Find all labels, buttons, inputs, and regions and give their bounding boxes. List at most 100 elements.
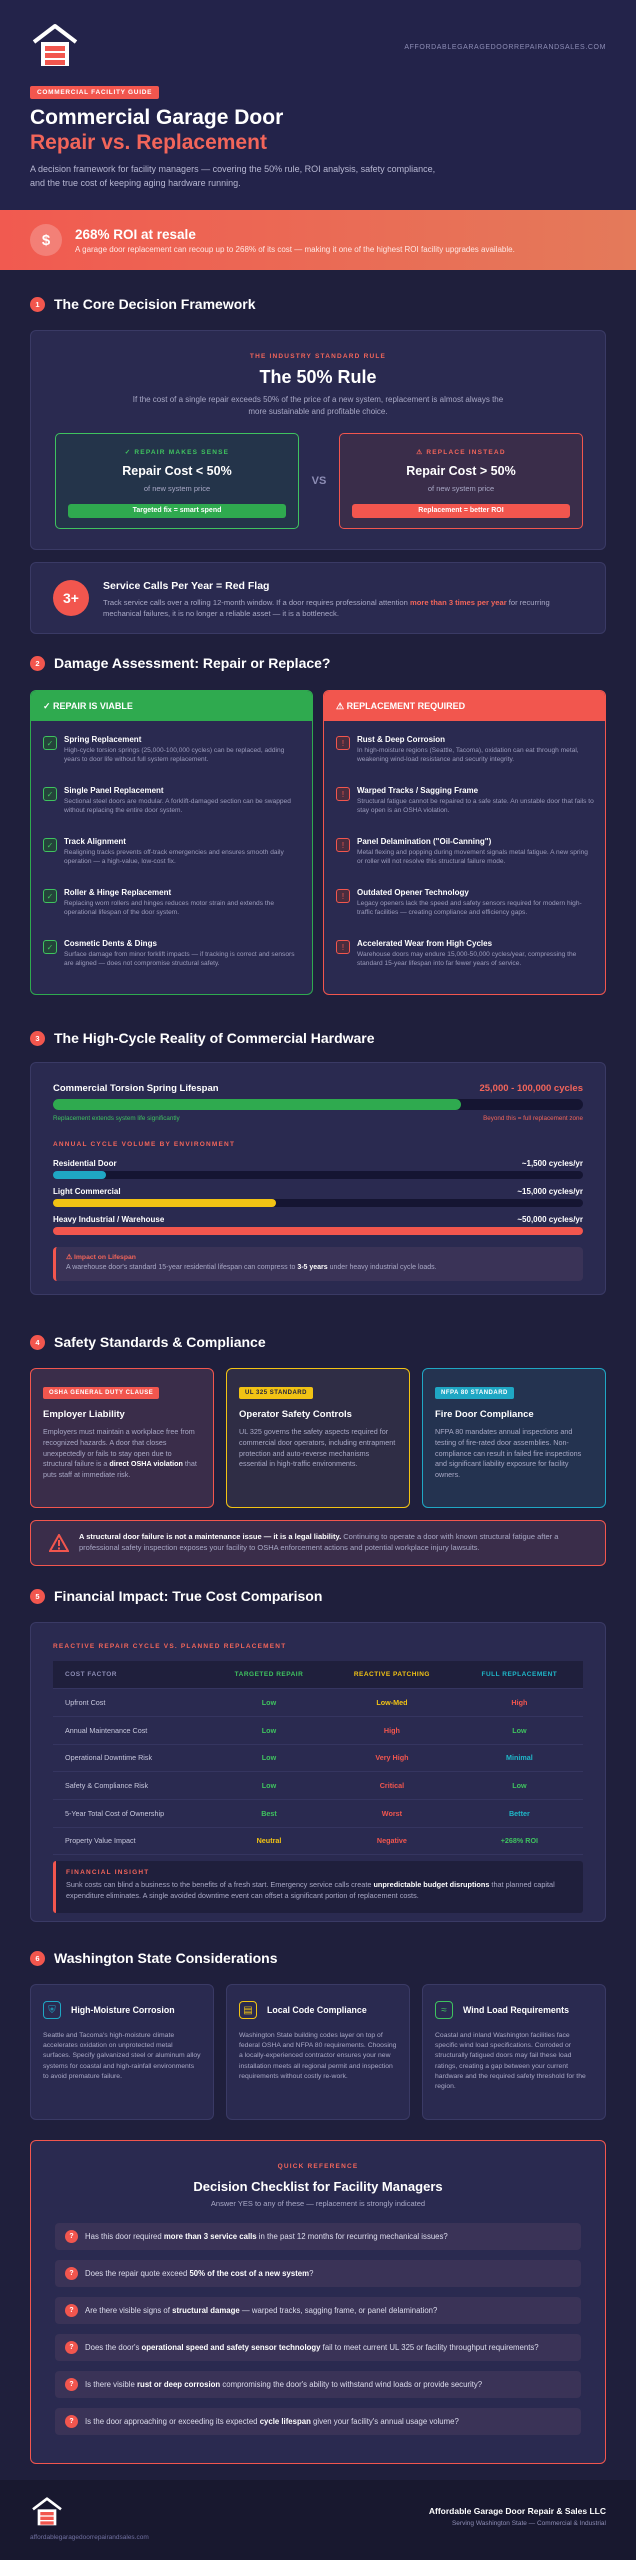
column-header: FULL REPLACEMENT: [455, 1661, 583, 1690]
item-title: Panel Delamination ("Oil-Canning"): [357, 837, 492, 846]
table-row: Upfront Cost Low Low-Med High: [53, 1688, 583, 1717]
table-cell: Low: [209, 1688, 329, 1717]
repair-threshold: Repair Cost < 50%: [122, 464, 232, 478]
table-cell: Critical: [328, 1771, 456, 1800]
washington-card-text: Washington State building codes layer on…: [239, 2032, 397, 2080]
table-cell: Best: [209, 1799, 329, 1828]
standard-tag: OSHA GENERAL DUTY CLAUSE: [43, 1387, 160, 1399]
table-cell: Low: [209, 1771, 329, 1800]
assessment-item: ! Outdated Opener Technology Legacy opener…: [336, 888, 595, 917]
table-cell: Low-Med: [328, 1688, 456, 1717]
dollar-icon: $: [30, 224, 62, 256]
roi-title: 268% ROI at resale: [75, 226, 196, 242]
standard-tag: NFPA 80 STANDARD: [435, 1387, 514, 1399]
check-icon: ✓: [43, 787, 57, 801]
liability-warning: A structural door failure is not a maint…: [30, 1520, 606, 1566]
checklist-question: Does the repair quote exceed 50% of the …: [85, 2269, 314, 2278]
question-icon: ?: [65, 2415, 78, 2428]
volume-value: ~1,500 cycles/yr: [521, 1159, 583, 1168]
alert-icon: !: [336, 787, 350, 801]
checklist-item: ? Is the door approaching or exceeding it…: [55, 2408, 581, 2435]
checklist-item: ? Are there visible signs of structural d…: [55, 2297, 581, 2324]
section-5-heading: 5 Financial Impact: True Cost Comparison: [30, 1588, 322, 1604]
rule-desc: If the cost of a single repair exceeds 5…: [132, 395, 504, 416]
section-6-heading: 6 Washington State Considerations: [30, 1950, 278, 1966]
footer-tagline: Serving Washington State — Commercial & …: [451, 2520, 606, 2527]
section-title: Financial Impact: True Cost Comparison: [54, 1588, 323, 1604]
check-icon: ✓: [43, 889, 57, 903]
page-title: Commercial Garage Door: [30, 106, 284, 129]
item-title: Outdated Opener Technology: [357, 888, 469, 897]
impact-kicker: ⚠ Impact on Lifespan: [66, 1254, 136, 1261]
question-icon: ?: [65, 2341, 78, 2354]
section-number: 4: [30, 1334, 45, 1350]
check-icon: ✓: [43, 736, 57, 750]
roi-banner: $ 268% ROI at resale A garage door repla…: [0, 210, 636, 270]
insight-kicker: FINANCIAL INSIGHT: [66, 1869, 150, 1876]
section-title: The Core Decision Framework: [54, 296, 256, 312]
spring-lifespan-label: Commercial Torsion Spring Lifespan: [53, 1083, 219, 1094]
section-number: 1: [30, 296, 45, 312]
checklist-item: ? Has this door required more than 3 serv…: [55, 2223, 581, 2250]
decision-checklist: QUICK REFERENCE Decision Checklist for F…: [30, 2140, 606, 2464]
service-calls-card: 3+ Service Calls Per Year = Red Flag Tra…: [30, 562, 606, 634]
safety-card: OSHA GENERAL DUTY CLAUSE Employer Liabili…: [30, 1368, 214, 1508]
volume-label: Light Commercial: [53, 1187, 121, 1196]
volume-value: ~15,000 cycles/yr: [517, 1187, 583, 1196]
checklist-sub: Answer YES to any of these — replacement…: [210, 2199, 426, 2208]
page-header: AFFORDABLEGARAGEDOORREPAIRANDSALES.COM C…: [0, 0, 636, 210]
item-title: Warped Tracks / Sagging Frame: [357, 786, 479, 795]
item-title: Rust & Deep Corrosion: [357, 735, 446, 744]
service-calls-title: Service Calls Per Year = Red Flag: [103, 580, 270, 592]
cost-comparison-card: REACTIVE REPAIR CYCLE VS. PLANNED REPLAC…: [30, 1622, 606, 1922]
table-row: Safety & Compliance Risk Low Critical Low: [53, 1771, 583, 1800]
item-desc: Surface damage from minor forklift impac…: [64, 951, 295, 968]
alert-icon: !: [336, 940, 350, 954]
volume-fill: [53, 1227, 583, 1235]
cost-factor: Operational Downtime Risk: [53, 1744, 210, 1773]
table-cell: Minimal: [455, 1744, 583, 1773]
item-desc: Sectional steel doors are modular. A for…: [64, 798, 291, 815]
site-url[interactable]: AFFORDABLEGARAGEDOORREPAIRANDSALES.COM: [404, 44, 606, 51]
washington-card-text: Seattle and Tacoma's high-moisture clima…: [43, 2032, 201, 2080]
footer-url[interactable]: affordablegaragedoorrepairandsales.com: [30, 2534, 149, 2541]
repair-makes-sense-box: ✓ REPAIR MAKES SENSE Repair Cost < 50% o…: [55, 433, 299, 529]
repair-sub: of new system price: [143, 484, 211, 493]
section-4-heading: 4 Safety Standards & Compliance: [30, 1334, 266, 1350]
table-cell: Better: [455, 1799, 583, 1828]
check-icon: ✓: [43, 940, 57, 954]
impact-text: A warehouse door's standard 15-year resi…: [66, 1264, 437, 1271]
cost-factor: Upfront Cost: [53, 1688, 210, 1717]
rule-card: THE INDUSTRY STANDARD RULE The 50% Rule …: [30, 330, 606, 550]
checklist-kicker: QUICK REFERENCE: [277, 2163, 359, 2170]
washington-card-title: Local Code Compliance: [267, 2005, 367, 2015]
volume-bar: [53, 1199, 583, 1207]
table-cell: High: [455, 1688, 583, 1717]
assessment-item: ✓ Single Panel Replacement Sectional steel…: [43, 786, 302, 815]
assessment-item: ! Warped Tracks / Sagging Frame Structural…: [336, 786, 595, 815]
service-calls-badge: 3+: [53, 580, 89, 616]
checklist-title: Decision Checklist for Facility Managers: [193, 2179, 443, 2194]
assessment-item: ! Accelerated Wear from High Cycles Wareho…: [336, 939, 595, 968]
cost-factor: Property Value Impact: [53, 1827, 210, 1856]
question-icon: ?: [65, 2230, 78, 2243]
vs-label: VS: [311, 475, 327, 487]
table-cell: Neutral: [209, 1827, 329, 1856]
replace-kicker: ⚠ REPLACE INSTEAD: [416, 449, 506, 456]
volume-fill: [53, 1199, 276, 1207]
spring-lifespan-value: 25,000 - 100,000 cycles: [479, 1083, 583, 1094]
checklist-question: Has this door required more than 3 servi…: [85, 2232, 448, 2241]
garage-logo-icon: [32, 24, 78, 66]
volume-kicker: ANNUAL CYCLE VOLUME BY ENVIRONMENT: [53, 1141, 236, 1148]
column-header: COST FACTOR: [53, 1661, 210, 1690]
item-desc: Metal flexing and popping during movemen…: [357, 849, 588, 866]
volume-label: Heavy Industrial / Warehouse: [53, 1215, 165, 1224]
rule-kicker: THE INDUSTRY STANDARD RULE: [249, 353, 387, 360]
question-icon: ?: [65, 2304, 78, 2317]
assessment-item: ✓ Spring Replacement High-cycle torsion sp…: [43, 735, 302, 764]
table-cell: Low: [209, 1716, 329, 1745]
financial-insight-box: FINANCIAL INSIGHT Sunk costs can blind a…: [53, 1861, 583, 1913]
replacement-required-header: ⚠ REPLACEMENT REQUIRED: [324, 691, 605, 721]
table-row: Property Value Impact Neutral Negative +268…: [53, 1827, 583, 1856]
question-icon: ?: [65, 2267, 78, 2280]
